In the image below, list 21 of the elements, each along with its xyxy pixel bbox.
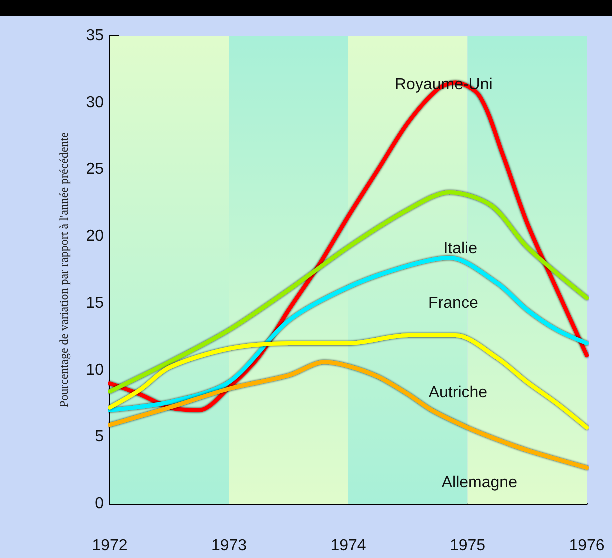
annotation: France	[428, 295, 478, 312]
line-series	[108, 360, 589, 470]
x-tick-label: 1975	[450, 538, 486, 554]
y-tick-label: 10	[86, 362, 104, 379]
y-tick-label: 15	[86, 294, 104, 312]
x-tick-label: 1972	[92, 538, 128, 554]
y-tick-label: 35	[86, 28, 104, 44]
x-tick-label: 1973	[211, 538, 248, 554]
line-series	[108, 334, 589, 430]
annotation: Autriche	[428, 384, 488, 402]
annotation: Italie	[444, 240, 478, 258]
line-series	[108, 256, 589, 412]
y-axis-title: Pourcentage de variation par rapport à l'année précédente	[57, 132, 71, 408]
y-tick-label: 30	[86, 94, 104, 112]
x-tick-label: 1974	[330, 538, 366, 554]
y-tick-label: 20	[86, 228, 104, 246]
y-tick-label: 25	[86, 161, 104, 178]
annotation: Allemagne	[442, 474, 518, 492]
y-tick-label: 0	[95, 496, 104, 512]
y-tick-label: 5	[95, 428, 104, 446]
x-tick-label: 1976	[569, 538, 605, 554]
